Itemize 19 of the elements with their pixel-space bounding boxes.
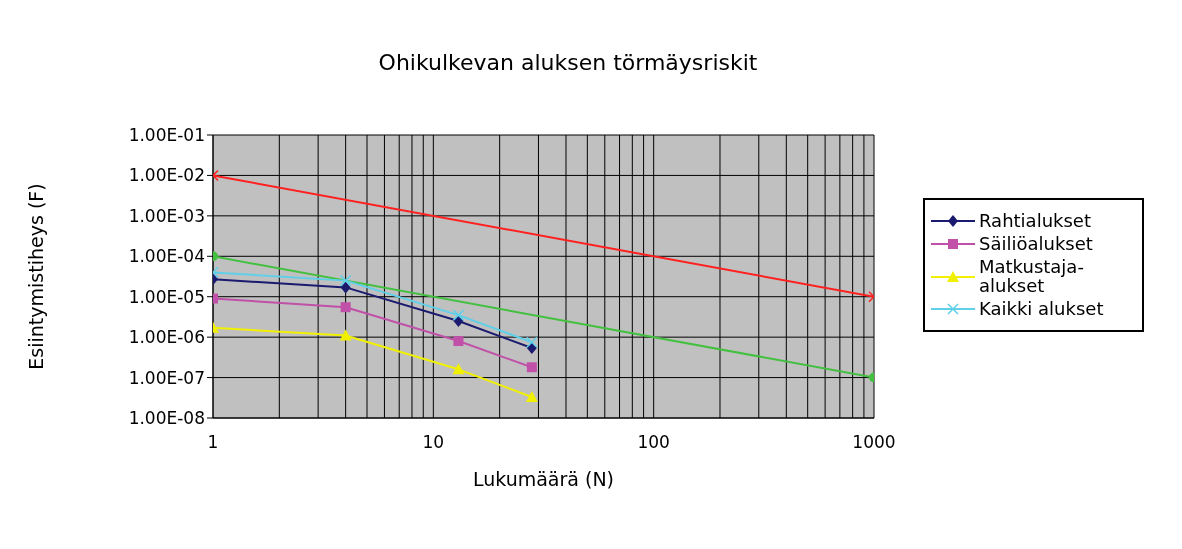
x-tick-label: 1	[207, 432, 219, 453]
chart-title: Ohikulkevan aluksen törmäysriskit	[377, 50, 759, 75]
y-tick-label: 1.00E-02	[128, 165, 205, 186]
legend-label: Kaikki alukset	[979, 297, 1104, 319]
x-tick-label: 1000	[852, 432, 896, 453]
y-axis-title: Esiintymistiheys (F)	[24, 183, 47, 370]
legend-label: Säiliöalukset	[979, 232, 1093, 254]
y-tick-label: 1.00E-06	[128, 327, 205, 348]
legend-label: Rahtialukset	[979, 210, 1091, 231]
y-tick-label: 1.00E-08	[128, 408, 205, 429]
x-tick-label: 100	[637, 432, 670, 453]
y-tick-label: 1.00E-07	[128, 367, 205, 388]
legend-label: Matkustaja-alukset	[979, 255, 1085, 296]
y-tick-label: 1.00E-03	[128, 205, 205, 226]
y-tick-label: 1.00E-05	[128, 286, 205, 307]
x-axis-title: Lukumäärä (N)	[472, 468, 615, 491]
x-tick-label: 10	[422, 432, 445, 453]
y-tick-label: 1.00E-04	[128, 246, 205, 267]
y-tick-label: 1.00E-01	[128, 125, 205, 146]
